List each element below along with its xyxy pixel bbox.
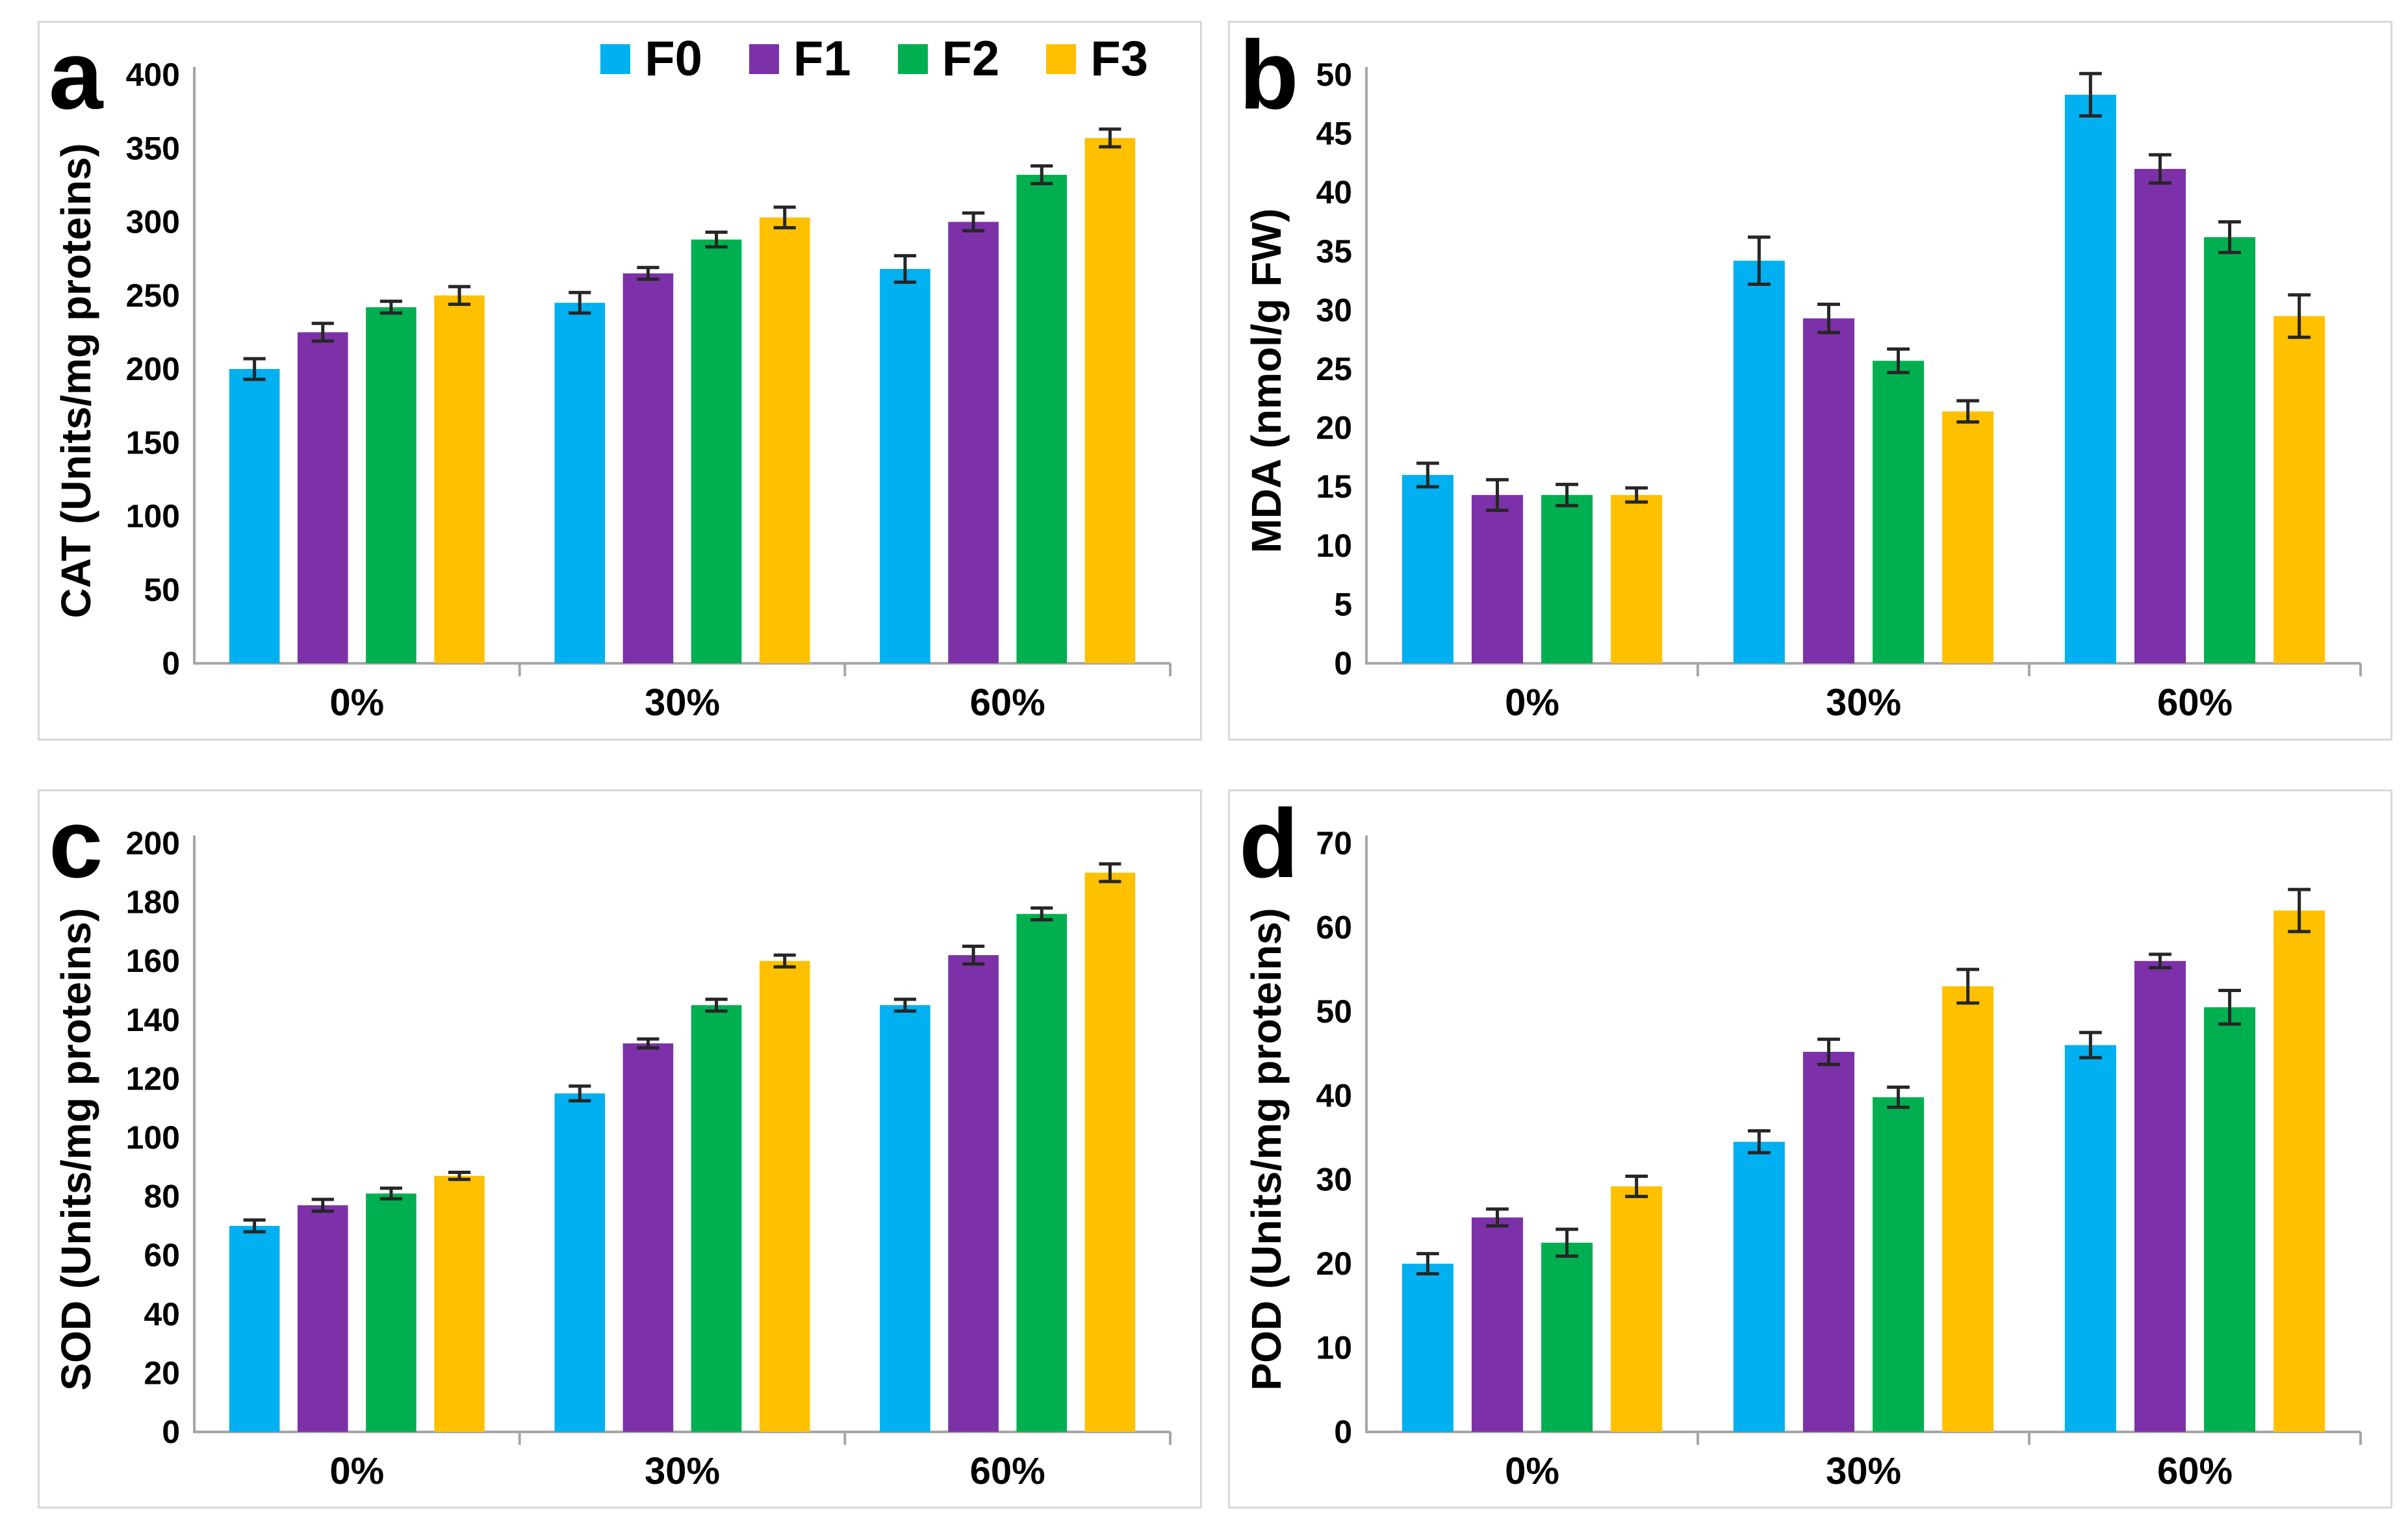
svg-text:350: 350 [126, 130, 180, 166]
svg-text:40: 40 [144, 1295, 180, 1332]
svg-text:0%: 0% [1505, 682, 1559, 724]
panel-d: d POD (Units/mg proteins) 0 10 20 30 40 50 60 7… [1228, 789, 2392, 1509]
svg-text:60%: 60% [2157, 682, 2233, 724]
svg-text:20: 20 [1316, 1245, 1352, 1282]
svg-text:20: 20 [144, 1355, 180, 1391]
svg-text:250: 250 [126, 277, 180, 314]
svg-text:15: 15 [1316, 468, 1352, 505]
svg-text:160: 160 [126, 943, 180, 979]
legend-label-f1: F1 [793, 31, 851, 86]
svg-text:60: 60 [1316, 909, 1352, 945]
legend-item-f0: F0 [600, 34, 702, 84]
svg-text:70: 70 [1316, 825, 1352, 861]
svg-text:30%: 30% [1826, 682, 1901, 724]
panel-c-letter: c [49, 788, 103, 898]
legend-item-f3: F3 [1046, 34, 1148, 84]
panel-a-letter: a [49, 20, 103, 129]
svg-text:100: 100 [126, 498, 180, 535]
svg-text:400: 400 [126, 57, 180, 93]
svg-text:0: 0 [1334, 645, 1352, 682]
panel-c-chart-area: 0 20 40 60 80 100 120 140 160 180 200 0% 30% 60% [112, 795, 1195, 1503]
panel-b: b MDA (nmol/g FW) 0 5 10 15 20 25 30 35 40 45 50 0%… [1228, 20, 2392, 741]
svg-text:150: 150 [126, 424, 180, 461]
legend-swatch-f2-icon [897, 44, 928, 74]
svg-text:0%: 0% [1505, 1450, 1559, 1492]
svg-text:180: 180 [126, 884, 180, 920]
svg-text:300: 300 [126, 204, 180, 240]
legend-swatch-f0-icon [600, 44, 631, 74]
svg-text:30: 30 [1316, 292, 1352, 328]
svg-text:5: 5 [1334, 586, 1352, 622]
svg-text:100: 100 [126, 1119, 180, 1156]
legend: F0 F1 F2 F3 [600, 34, 1148, 84]
svg-text:0%: 0% [329, 682, 384, 724]
legend-item-f2: F2 [897, 31, 1000, 86]
svg-text:60: 60 [144, 1237, 180, 1273]
svg-text:45: 45 [1316, 116, 1352, 152]
svg-text:30%: 30% [1826, 1450, 1901, 1492]
svg-text:50: 50 [144, 572, 180, 608]
legend-label-f0: F0 [645, 31, 702, 86]
svg-text:10: 10 [1316, 528, 1352, 564]
svg-text:40: 40 [1316, 174, 1352, 210]
legend-swatch-f1-icon [749, 44, 779, 74]
svg-text:0: 0 [162, 1414, 180, 1450]
svg-text:30: 30 [1316, 1161, 1352, 1197]
panel-b-letter: b [1239, 20, 1299, 129]
legend-label-f3: F3 [1090, 31, 1148, 86]
panel-c: c SOD (Units/mg proteins) 0 20 40 60 80 100 12… [38, 789, 1202, 1509]
svg-text:60%: 60% [970, 1450, 1045, 1492]
svg-text:35: 35 [1316, 233, 1352, 270]
svg-text:30%: 30% [645, 682, 720, 724]
svg-text:60%: 60% [2157, 1450, 2233, 1492]
svg-text:25: 25 [1316, 351, 1352, 387]
svg-text:0%: 0% [329, 1450, 384, 1492]
svg-text:80: 80 [144, 1178, 180, 1214]
legend-item-f1: F1 [749, 34, 851, 84]
panel-a: a CAT (Units/mg proteins) 0 50 100 150 200 25… [38, 20, 1202, 741]
panel-b-chart-area: 0 5 10 15 20 25 30 35 40 45 50 0% 30% 60% [1303, 27, 2385, 735]
svg-text:50: 50 [1316, 57, 1352, 93]
svg-text:120: 120 [126, 1060, 180, 1097]
panel-a-chart-area: 0 50 100 150 200 250 300 350 400 0% 30% 60% [112, 27, 1195, 735]
svg-text:50: 50 [1316, 993, 1352, 1029]
svg-text:0: 0 [162, 645, 180, 682]
svg-text:140: 140 [126, 1001, 180, 1038]
legend-label-f2: F2 [941, 31, 1000, 86]
legend-swatch-f3-icon [1046, 44, 1077, 74]
svg-text:200: 200 [126, 351, 180, 387]
panel-d-chart-area: 0 10 20 30 40 50 60 70 0% 30% 60% [1303, 795, 2385, 1503]
svg-text:200: 200 [126, 825, 180, 861]
svg-text:20: 20 [1316, 410, 1352, 446]
panel-d-letter: d [1239, 788, 1299, 898]
svg-text:60%: 60% [970, 682, 1045, 724]
svg-text:40: 40 [1316, 1077, 1352, 1114]
svg-text:30%: 30% [645, 1450, 720, 1492]
svg-text:10: 10 [1316, 1329, 1352, 1366]
svg-text:0: 0 [1334, 1414, 1352, 1450]
